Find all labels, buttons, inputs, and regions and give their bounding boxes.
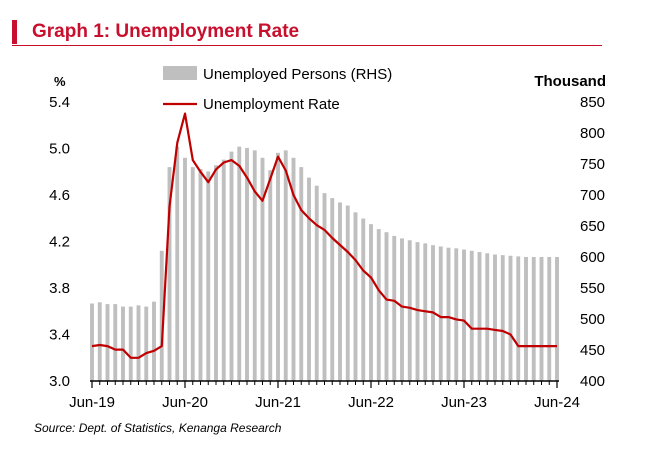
bar bbox=[469, 250, 474, 381]
bar bbox=[214, 165, 218, 381]
bar bbox=[291, 157, 296, 381]
bar bbox=[268, 170, 273, 381]
bar bbox=[384, 232, 389, 381]
bar bbox=[547, 257, 552, 381]
axes-layer: Jun-19 Jun-20 Jun-21 Jun-22 Jun-23 Jun-24 3.0 3… bbox=[49, 73, 606, 411]
right-axis-unit: Thousand bbox=[534, 73, 606, 90]
left-tick-label: 5.4 bbox=[49, 94, 70, 111]
right-tick-label: 650 bbox=[580, 218, 605, 235]
left-tick-label: 4.6 bbox=[49, 187, 70, 204]
left-tick-label: 4.2 bbox=[49, 234, 70, 251]
legend-label-line: Unemployment Rate bbox=[203, 96, 340, 113]
bar bbox=[500, 255, 505, 381]
right-tick-label: 500 bbox=[580, 311, 605, 328]
bar bbox=[136, 305, 141, 381]
bar bbox=[105, 304, 110, 381]
bar bbox=[361, 218, 366, 381]
bar bbox=[330, 198, 335, 381]
bar bbox=[229, 151, 234, 381]
bar bbox=[454, 248, 459, 381]
bar bbox=[121, 306, 125, 381]
left-tick-label: 3.4 bbox=[49, 327, 70, 344]
right-tick-label: 750 bbox=[580, 156, 605, 173]
title-accent-bar bbox=[12, 20, 17, 44]
bar bbox=[539, 257, 544, 381]
bar bbox=[307, 177, 311, 381]
bar bbox=[283, 150, 288, 381]
x-tick-label: Jun-20 bbox=[162, 394, 208, 411]
left-tick-label: 3.0 bbox=[49, 373, 70, 390]
right-tick-label: 450 bbox=[580, 342, 605, 359]
right-tick-label: 600 bbox=[580, 249, 605, 266]
bar bbox=[276, 152, 280, 381]
bar bbox=[206, 171, 211, 381]
bar bbox=[376, 229, 381, 381]
x-tick-label: Jun-21 bbox=[255, 394, 301, 411]
bar bbox=[167, 167, 172, 381]
bar bbox=[183, 157, 187, 381]
bars-layer bbox=[90, 146, 559, 381]
x-tick-label: Jun-22 bbox=[348, 394, 394, 411]
legend: Unemployed Persons (RHS) Unemployment Rat… bbox=[163, 66, 392, 113]
bar bbox=[260, 157, 265, 381]
bar bbox=[353, 212, 358, 381]
line-layer bbox=[91, 112, 557, 359]
bar bbox=[221, 159, 226, 381]
bar bbox=[198, 168, 203, 381]
right-tick-label: 700 bbox=[580, 187, 605, 204]
bar bbox=[152, 301, 156, 381]
bar bbox=[128, 306, 133, 381]
x-tick-label: Jun-19 bbox=[69, 394, 115, 411]
bar bbox=[245, 147, 249, 381]
bar bbox=[407, 240, 412, 381]
left-tick-label: 5.0 bbox=[49, 141, 70, 158]
bar bbox=[299, 167, 304, 381]
bar bbox=[175, 146, 180, 381]
chart-title: Graph 1: Unemployment Rate bbox=[32, 21, 300, 42]
legend-swatch-bars bbox=[163, 66, 197, 80]
bar bbox=[322, 193, 327, 381]
bar bbox=[462, 249, 466, 381]
bar bbox=[144, 306, 149, 381]
bar bbox=[531, 257, 536, 381]
bar bbox=[438, 246, 443, 381]
bar bbox=[485, 253, 490, 381]
bar bbox=[400, 238, 404, 381]
bar bbox=[392, 235, 397, 381]
bar bbox=[446, 247, 451, 381]
left-tick-label: 3.8 bbox=[49, 280, 70, 297]
right-tick-label: 800 bbox=[580, 125, 605, 142]
bar bbox=[516, 256, 521, 381]
bar bbox=[97, 302, 102, 381]
x-tick-label: Jun-24 bbox=[534, 394, 580, 411]
right-tick-label: 850 bbox=[580, 94, 605, 111]
source-note: Source: Dept. of Statistics, Kenanga Res… bbox=[34, 421, 282, 435]
bar bbox=[338, 202, 342, 381]
x-tick-label: Jun-23 bbox=[441, 394, 487, 411]
bar bbox=[345, 205, 350, 381]
bar bbox=[90, 303, 94, 381]
bar bbox=[369, 224, 373, 381]
bar bbox=[555, 257, 559, 381]
left-axis-unit: % bbox=[54, 74, 66, 89]
bar bbox=[252, 150, 257, 381]
bar bbox=[190, 167, 195, 381]
legend-label-bars: Unemployed Persons (RHS) bbox=[203, 66, 392, 83]
bar bbox=[237, 146, 242, 381]
bar bbox=[493, 254, 497, 381]
bar bbox=[314, 185, 319, 381]
bar bbox=[159, 250, 164, 381]
title-bar: Graph 1: Unemployment Rate bbox=[12, 20, 602, 46]
bar bbox=[524, 257, 528, 381]
right-tick-label: 550 bbox=[580, 280, 605, 297]
unemployment-rate-line bbox=[91, 112, 557, 359]
bar bbox=[508, 255, 513, 381]
right-tick-label: 400 bbox=[580, 373, 605, 390]
bar bbox=[113, 304, 118, 381]
bar bbox=[415, 242, 420, 381]
title-rule bbox=[12, 45, 602, 46]
bar bbox=[477, 252, 482, 381]
